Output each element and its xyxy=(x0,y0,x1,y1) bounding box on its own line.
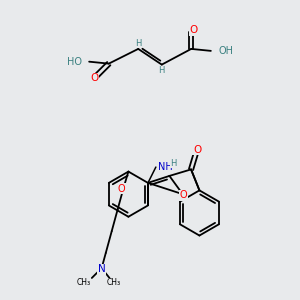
Text: O: O xyxy=(193,145,201,154)
Text: O: O xyxy=(90,74,98,83)
Text: NH: NH xyxy=(158,162,172,172)
Text: O: O xyxy=(180,190,188,200)
Text: N: N xyxy=(98,264,106,274)
Text: HO: HO xyxy=(67,57,82,67)
Text: CH₃: CH₃ xyxy=(77,278,91,287)
Text: O: O xyxy=(118,184,125,194)
Text: H: H xyxy=(159,66,165,75)
Text: O: O xyxy=(189,25,197,35)
Text: CH₃: CH₃ xyxy=(106,278,121,287)
Text: OH: OH xyxy=(219,46,234,56)
Text: H: H xyxy=(170,159,177,168)
Text: H: H xyxy=(135,38,141,47)
